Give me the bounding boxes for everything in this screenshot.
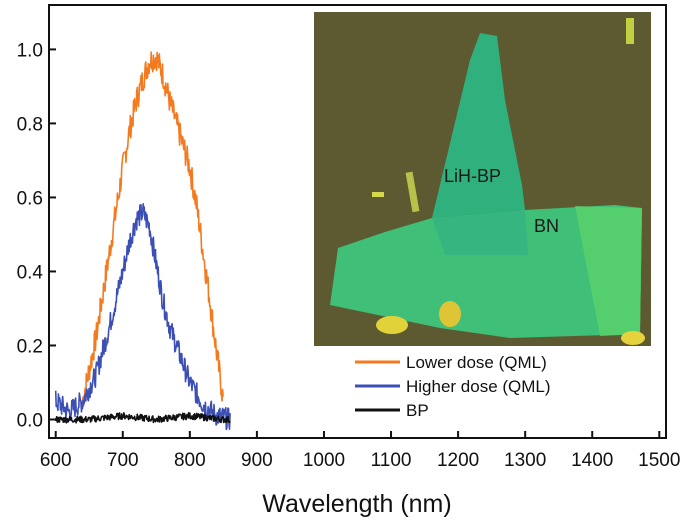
inset-micrograph: LiH-BP BN <box>314 12 651 346</box>
y-tick-label: 1.0 <box>17 40 43 61</box>
x-tick-label: 1300 <box>504 450 546 471</box>
series-line-2 <box>54 412 231 424</box>
y-tick-label: 0.2 <box>17 336 43 357</box>
y-tick-label: 0.4 <box>17 262 44 283</box>
x-tick-label: 700 <box>107 450 139 471</box>
debris-5 <box>439 301 461 327</box>
x-tick-label: 1200 <box>437 450 479 471</box>
series-layer <box>54 51 231 431</box>
x-tick-label: 1400 <box>571 450 613 471</box>
bn-flake <box>330 205 642 338</box>
y-tick-label: 0.8 <box>17 114 43 135</box>
flake-overlap <box>432 210 528 255</box>
plot-frame <box>48 4 667 439</box>
series-line-0 <box>81 51 224 407</box>
debris-4 <box>376 316 408 334</box>
x-axis-ticks: 600 700 800 900 1000 1100 1200 1300 1400 1500 <box>40 431 680 471</box>
debris-3 <box>626 18 634 44</box>
y-tick-label: 0.0 <box>17 410 43 431</box>
debris-6 <box>621 331 645 345</box>
x-axis-title: Wavelength (nm) <box>262 490 451 518</box>
legend-label-2: BP <box>406 401 429 420</box>
x-tick-label: 1000 <box>303 450 345 471</box>
debris-1 <box>405 171 420 213</box>
series-line-1 <box>54 203 231 431</box>
legend-label-0: Lower dose (QML) <box>406 353 547 372</box>
legend-label-1: Higher dose (QML) <box>406 377 551 396</box>
bn-bright-region <box>575 206 642 336</box>
debris-2 <box>372 192 384 197</box>
y-tick-label: 0.6 <box>17 188 43 209</box>
x-tick-label: 900 <box>241 450 273 471</box>
x-tick-label: 1100 <box>371 450 412 471</box>
y-axis-ticks: 0.0 0.2 0.4 0.6 0.8 1.0 <box>17 40 56 431</box>
lih-bp-flake <box>432 33 525 218</box>
inset-label-bn: BN <box>534 216 559 236</box>
legend: Lower dose (QML) Higher dose (QML) BP <box>355 353 551 420</box>
x-tick-label: 800 <box>174 450 206 471</box>
x-tick-label: 1500 <box>638 450 680 471</box>
x-tick-label: 600 <box>40 450 72 471</box>
inset-label-lih-bp: LiH-BP <box>444 166 501 186</box>
